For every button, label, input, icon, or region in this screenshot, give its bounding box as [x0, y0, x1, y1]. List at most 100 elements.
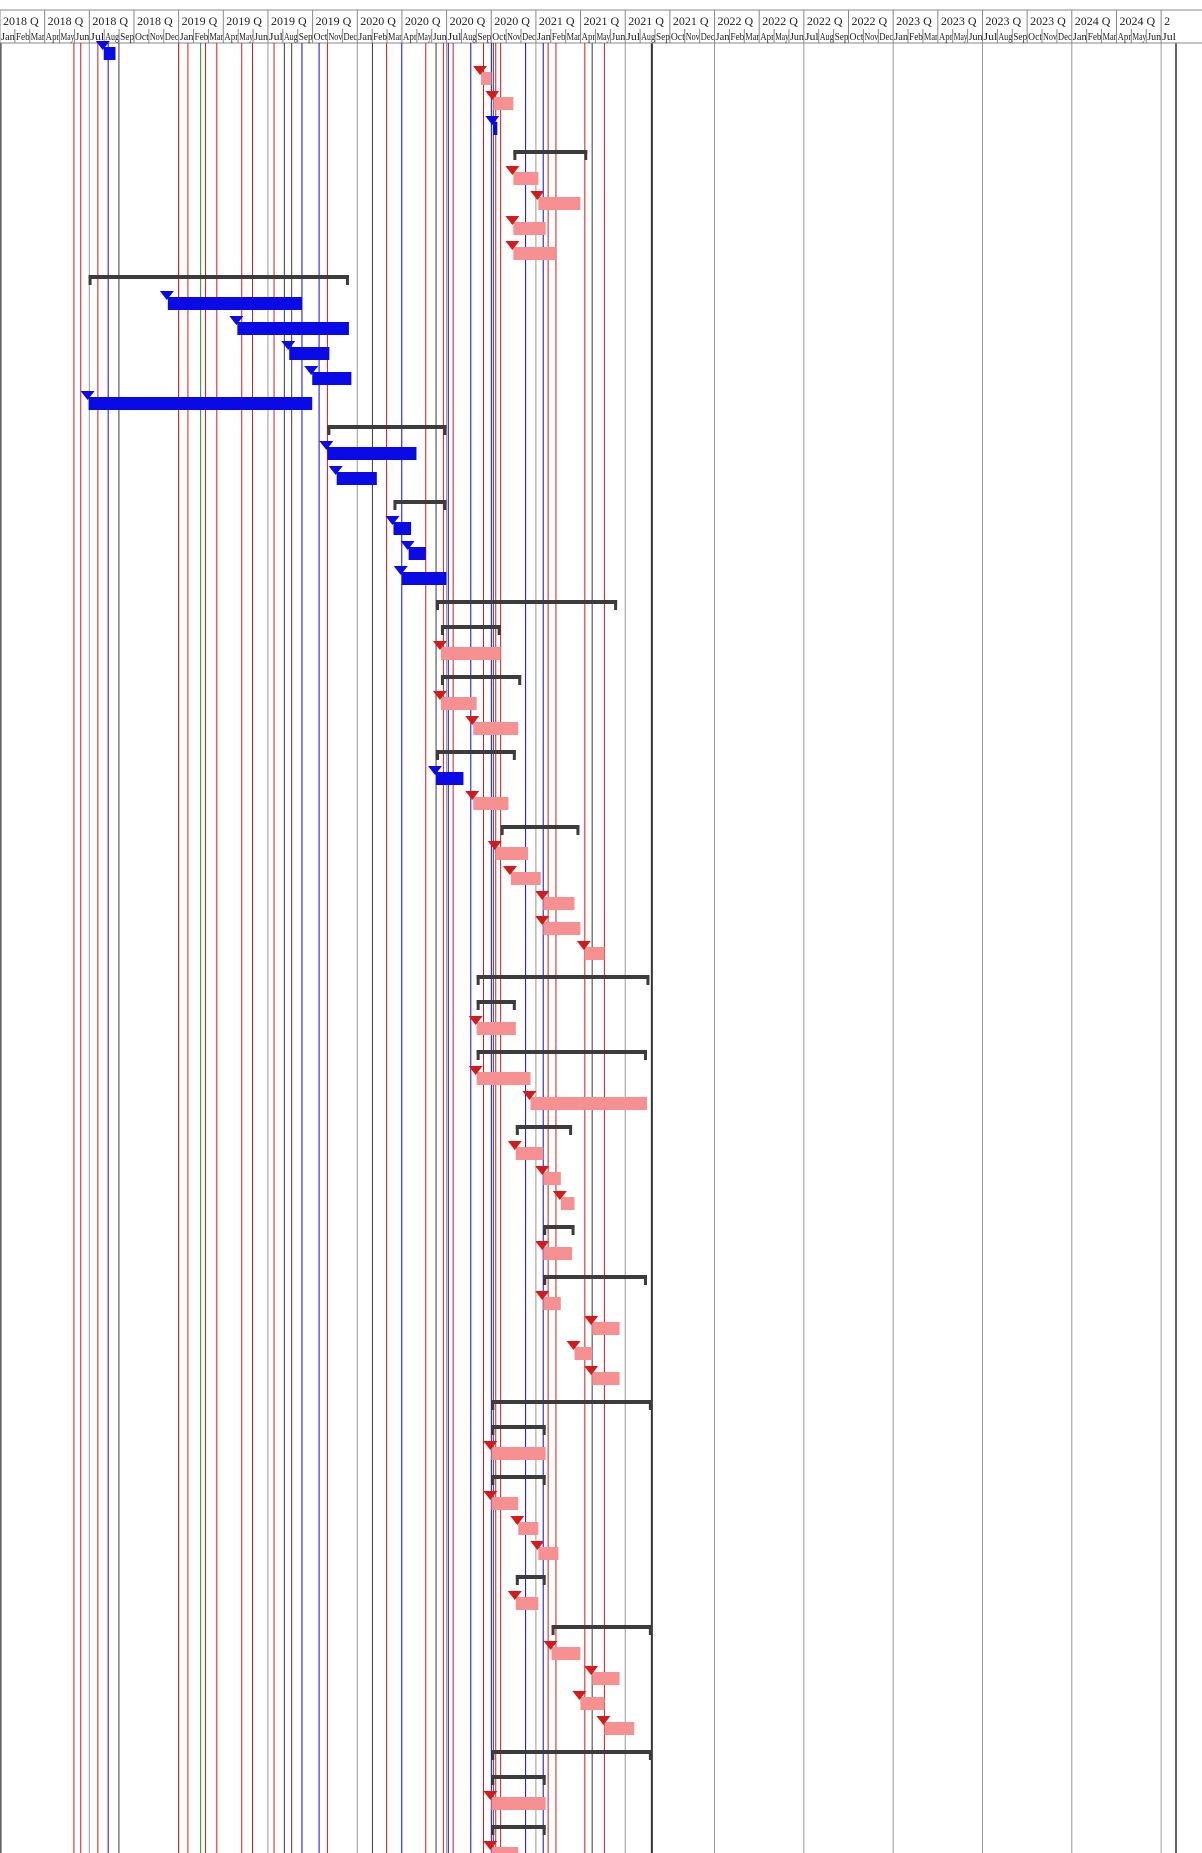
summary-bar[interactable]	[440, 675, 522, 679]
summary-bar-cap	[576, 825, 580, 835]
task-bar[interactable]	[476, 1022, 516, 1035]
dependency-arrow	[576, 941, 591, 950]
task-bar[interactable]	[493, 97, 514, 110]
month-label: May	[596, 31, 610, 43]
task-bar[interactable]	[88, 397, 313, 410]
dependency-arrow	[543, 1641, 558, 1650]
summary-bar[interactable]	[513, 150, 588, 154]
summary-bar-cap	[584, 150, 588, 160]
task-bar[interactable]	[580, 1697, 605, 1710]
task-bar[interactable]	[436, 772, 464, 785]
task-bar[interactable]	[510, 872, 541, 885]
dependency-arrow	[522, 1091, 537, 1100]
summary-bar[interactable]	[491, 1775, 546, 1779]
task-bar[interactable]	[515, 1147, 544, 1160]
task-bar[interactable]	[312, 372, 352, 385]
task-bar[interactable]	[604, 1722, 635, 1735]
dependency-arrow	[552, 1191, 567, 1200]
summary-bar[interactable]	[476, 1050, 647, 1054]
task-bar[interactable]	[167, 297, 302, 310]
task-bar[interactable]	[491, 1447, 546, 1460]
month-label: Mar	[745, 31, 759, 43]
task-bar[interactable]	[513, 247, 556, 260]
task-bar[interactable]	[476, 1072, 531, 1085]
month-label: Nov	[150, 31, 164, 43]
summary-bar-cap	[512, 750, 516, 760]
summary-bar[interactable]	[436, 600, 618, 604]
summary-bar[interactable]	[393, 500, 447, 504]
task-bar[interactable]	[574, 1347, 593, 1360]
task-bar[interactable]	[237, 322, 349, 335]
quarter-label: 2019 Q	[271, 14, 307, 28]
month-label: Sep	[656, 31, 670, 43]
dependency-arrow	[400, 541, 415, 550]
summary-bar[interactable]	[476, 1000, 516, 1004]
summary-bar-cap	[443, 500, 447, 510]
task-bar[interactable]	[393, 522, 412, 535]
task-bar[interactable]	[289, 347, 330, 360]
task-bar[interactable]	[440, 697, 477, 710]
summary-bar[interactable]	[491, 1425, 546, 1429]
task-bar[interactable]	[543, 897, 575, 910]
summary-bar[interactable]	[327, 425, 447, 429]
summary-bar[interactable]	[515, 1575, 546, 1579]
task-bar[interactable]	[491, 1797, 546, 1810]
task-bar[interactable]	[327, 447, 417, 460]
month-label: Dec	[343, 31, 357, 43]
task-bar[interactable]	[543, 1172, 561, 1185]
summary-bar[interactable]	[515, 1125, 573, 1129]
task-bar[interactable]	[515, 1597, 539, 1610]
task-bar[interactable]	[440, 647, 501, 660]
task-bar[interactable]	[592, 1372, 620, 1385]
month-label: Jul	[269, 31, 283, 43]
task-bar[interactable]	[408, 547, 426, 560]
task-bar[interactable]	[491, 1847, 519, 1853]
task-bar[interactable]	[592, 1672, 620, 1685]
dependency-arrow	[584, 1316, 599, 1325]
summary-bar[interactable]	[491, 1475, 546, 1479]
dependency-arrow	[483, 1841, 498, 1850]
summary-bar[interactable]	[491, 1750, 652, 1754]
month-label: Aug	[462, 31, 476, 43]
summary-bar[interactable]	[543, 1275, 647, 1279]
task-bar[interactable]	[538, 197, 581, 210]
task-bar[interactable]	[518, 1522, 539, 1535]
dependency-arrow	[572, 1691, 587, 1700]
summary-bar[interactable]	[440, 625, 501, 629]
task-bar[interactable]	[493, 122, 498, 135]
task-bar[interactable]	[530, 1097, 647, 1110]
task-bar[interactable]	[401, 572, 447, 585]
summary-bar[interactable]	[500, 825, 580, 829]
grid-layer	[0, 43, 1177, 1853]
task-bar[interactable]	[543, 922, 581, 935]
summary-bar[interactable]	[543, 1225, 575, 1229]
task-bar[interactable]	[103, 47, 116, 60]
summary-bar[interactable]	[491, 1400, 652, 1404]
summary-bar-cap	[393, 500, 397, 510]
task-bar[interactable]	[551, 1647, 581, 1660]
task-bar[interactable]	[543, 1247, 573, 1260]
month-label: Mar	[31, 31, 45, 43]
task-bar[interactable]	[560, 1197, 575, 1210]
task-bar[interactable]	[473, 722, 519, 735]
task-bar[interactable]	[513, 222, 546, 235]
summary-bar-cap	[614, 600, 618, 610]
task-bar[interactable]	[513, 172, 539, 185]
task-bar[interactable]	[473, 797, 509, 810]
task-bar[interactable]	[481, 72, 492, 85]
summary-bar-cap	[648, 1400, 652, 1410]
summary-bar[interactable]	[88, 275, 349, 279]
month-label: Oct	[492, 31, 506, 43]
task-bar[interactable]	[538, 1547, 559, 1560]
task-bar[interactable]	[584, 947, 605, 960]
month-label: Oct	[850, 31, 864, 43]
summary-bar[interactable]	[476, 975, 650, 979]
summary-bar[interactable]	[436, 750, 516, 754]
summary-bar[interactable]	[551, 1625, 652, 1629]
summary-bar[interactable]	[491, 1825, 546, 1829]
task-bar[interactable]	[543, 1297, 561, 1310]
task-bar[interactable]	[495, 847, 529, 860]
task-bar[interactable]	[491, 1497, 519, 1510]
task-bar[interactable]	[336, 472, 377, 485]
task-bar[interactable]	[592, 1322, 620, 1335]
